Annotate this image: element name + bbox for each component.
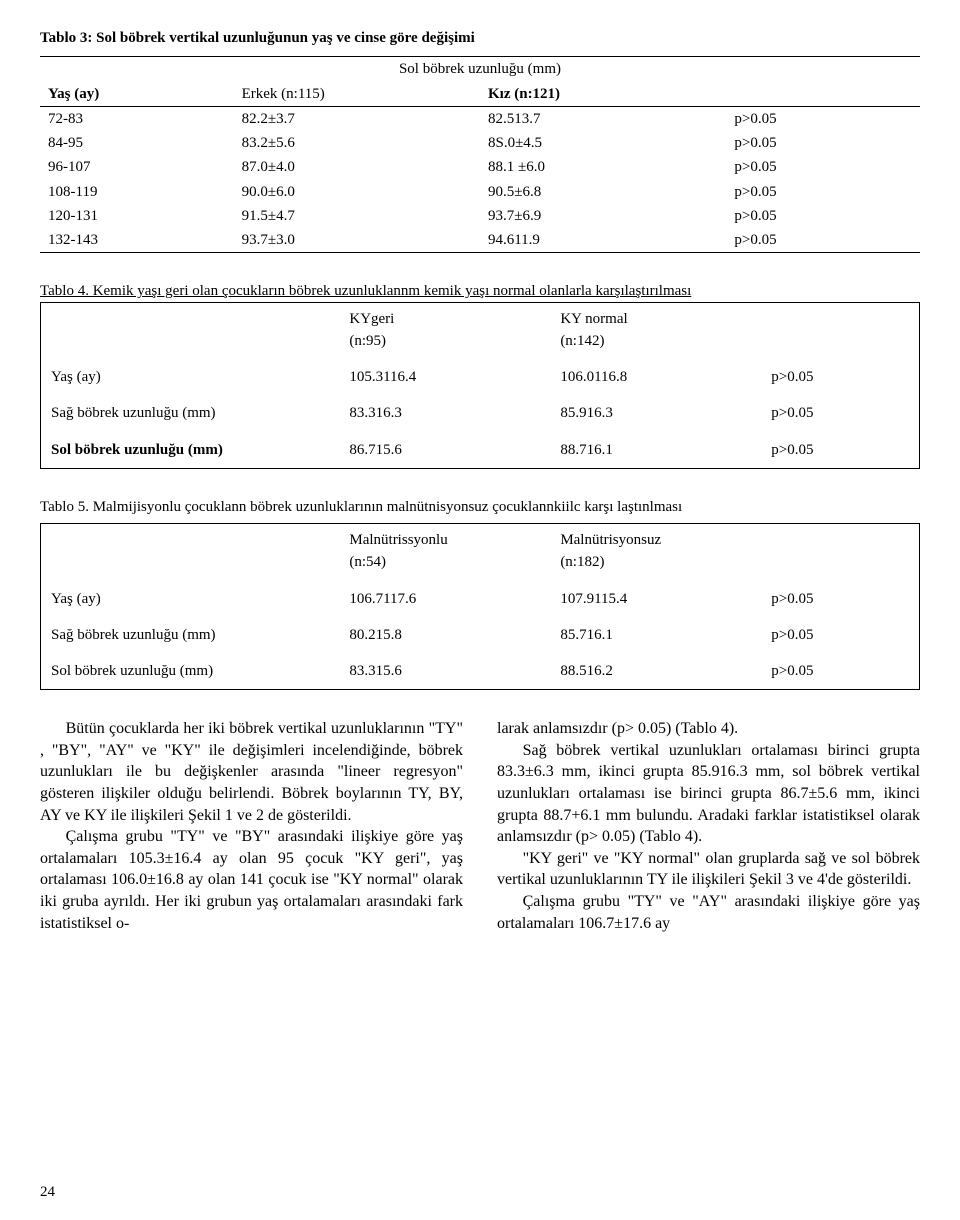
cell-b: 88.716.1 [550, 432, 761, 469]
table4-caption: Tablo 4. Kemik yaşı geri olan çocukların… [40, 281, 920, 301]
cell-female: 8S.0±4.5 [480, 131, 726, 155]
cell-p: p>0.05 [726, 106, 920, 131]
table-row: Yaş (ay)105.3116.4106.0116.8p>0.05 [41, 359, 920, 395]
body-paragraph: Sağ böbrek vertikal uzunlukları ortalama… [497, 740, 920, 848]
table-row: Sağ böbrek uzunluğu (mm)83.316.385.916.3… [41, 395, 920, 431]
table3-col-female: Kız (n:121) [480, 82, 726, 107]
table5-col-b-sub: (n:182) [550, 552, 761, 580]
page-number: 24 [40, 1182, 55, 1202]
body-paragraph: larak anlamsızdır (p> 0.05) (Tablo 4). [497, 718, 920, 740]
body-text: Bütün çocuklarda her iki böbrek vertikal… [40, 718, 920, 934]
cell-p: p>0.05 [761, 581, 919, 617]
cell-label: Yaş (ay) [41, 581, 340, 617]
cell-b: 88.516.2 [550, 653, 761, 690]
table5-col-a-sub: (n:54) [339, 552, 550, 580]
cell-age: 72-83 [40, 106, 234, 131]
cell-p: p>0.05 [761, 653, 919, 690]
table-row: 132-14393.7±3.094.611.9p>0.05 [40, 228, 920, 253]
body-paragraph: "KY geri" ve "KY normal" olan gruplarda … [497, 848, 920, 891]
body-paragraph: Çalışma grubu "TY" ve "BY" arasındaki il… [40, 826, 463, 934]
cell-age: 96-107 [40, 155, 234, 179]
cell-female: 93.7±6.9 [480, 204, 726, 228]
cell-label: Yaş (ay) [41, 359, 340, 395]
cell-a: 83.316.3 [339, 395, 550, 431]
cell-male: 87.0±4.0 [234, 155, 480, 179]
table-row: Sağ böbrek uzunluğu (mm)80.215.885.716.1… [41, 617, 920, 653]
cell-b: 85.716.1 [550, 617, 761, 653]
table5-col-a: Malnütrissyonlu [339, 524, 550, 553]
cell-p: p>0.05 [761, 395, 919, 431]
cell-male: 93.7±3.0 [234, 228, 480, 253]
cell-a: 106.7117.6 [339, 581, 550, 617]
table4-col-b-sub: (n:142) [550, 331, 761, 359]
cell-male: 90.0±6.0 [234, 180, 480, 204]
cell-p: p>0.05 [761, 617, 919, 653]
table4-caption-text: Tablo 4. Kemik yaşı geri olan çocukların… [40, 283, 691, 299]
table4-col-a-sub: (n:95) [339, 331, 550, 359]
table3: Sol böbrek uzunluğu (mm) Yaş (ay) Erkek … [40, 56, 920, 253]
table-row: 120-13191.5±4.793.7±6.9p>0.05 [40, 204, 920, 228]
table-row: Sol böbrek uzunluğu (mm)86.715.688.716.1… [41, 432, 920, 469]
table3-col-age: Yaş (ay) [40, 82, 234, 107]
cell-female: 94.611.9 [480, 228, 726, 253]
body-right-column: larak anlamsızdır (p> 0.05) (Tablo 4).Sa… [497, 718, 920, 934]
table-row: 96-10787.0±4.088.1 ±6.0p>0.05 [40, 155, 920, 179]
cell-a: 86.715.6 [339, 432, 550, 469]
cell-label: Sağ böbrek uzunluğu (mm) [41, 395, 340, 431]
cell-b: 107.9115.4 [550, 581, 761, 617]
cell-a: 83.315.6 [339, 653, 550, 690]
cell-age: 84-95 [40, 131, 234, 155]
body-paragraph: Bütün çocuklarda her iki böbrek vertikal… [40, 718, 463, 826]
cell-p: p>0.05 [726, 180, 920, 204]
body-left-column: Bütün çocuklarda her iki böbrek vertikal… [40, 718, 463, 934]
cell-p: p>0.05 [726, 204, 920, 228]
table5: Malnütrissyonlu Malnütrisyonsuz (n:54) (… [40, 523, 920, 690]
table3-superheader: Sol böbrek uzunluğu (mm) [234, 57, 727, 82]
table-row: 108-11990.0±6.090.5±6.8p>0.05 [40, 180, 920, 204]
cell-b: 85.916.3 [550, 395, 761, 431]
cell-female: 88.1 ±6.0 [480, 155, 726, 179]
cell-p: p>0.05 [761, 432, 919, 469]
table-row: 84-9583.2±5.68S.0±4.5p>0.05 [40, 131, 920, 155]
table5-caption: Tablo 5. Malmijisyonlu çocuklann böbrek … [40, 497, 920, 517]
table3-caption: Tablo 3: Sol böbrek vertikal uzunluğunun… [40, 28, 920, 48]
cell-label: Sol böbrek uzunluğu (mm) [41, 432, 340, 469]
body-paragraph: Çalışma grubu "TY" ve "AY" arasındaki il… [497, 891, 920, 934]
cell-a: 105.3116.4 [339, 359, 550, 395]
cell-label: Sol böbrek uzunluğu (mm) [41, 653, 340, 690]
cell-p: p>0.05 [726, 155, 920, 179]
cell-p: p>0.05 [726, 131, 920, 155]
cell-a: 80.215.8 [339, 617, 550, 653]
cell-male: 83.2±5.6 [234, 131, 480, 155]
cell-age: 132-143 [40, 228, 234, 253]
cell-age: 108-119 [40, 180, 234, 204]
cell-male: 91.5±4.7 [234, 204, 480, 228]
table-row: 72-8382.2±3.782.513.7p>0.05 [40, 106, 920, 131]
table4-col-b: KY normal [550, 302, 761, 331]
cell-label: Sağ böbrek uzunluğu (mm) [41, 617, 340, 653]
cell-female: 82.513.7 [480, 106, 726, 131]
table-row: Sol böbrek uzunluğu (mm)83.315.688.516.2… [41, 653, 920, 690]
cell-b: 106.0116.8 [550, 359, 761, 395]
table4-col-a: KYgeri [339, 302, 550, 331]
table-row: Yaş (ay)106.7117.6107.9115.4p>0.05 [41, 581, 920, 617]
table3-col-male: Erkek (n:115) [234, 82, 480, 107]
cell-p: p>0.05 [726, 228, 920, 253]
table5-col-b: Malnütrisyonsuz [550, 524, 761, 553]
cell-male: 82.2±3.7 [234, 106, 480, 131]
table4: KYgeri KY normal (n:95) (n:142) Yaş (ay)… [40, 302, 920, 469]
cell-p: p>0.05 [761, 359, 919, 395]
cell-female: 90.5±6.8 [480, 180, 726, 204]
cell-age: 120-131 [40, 204, 234, 228]
